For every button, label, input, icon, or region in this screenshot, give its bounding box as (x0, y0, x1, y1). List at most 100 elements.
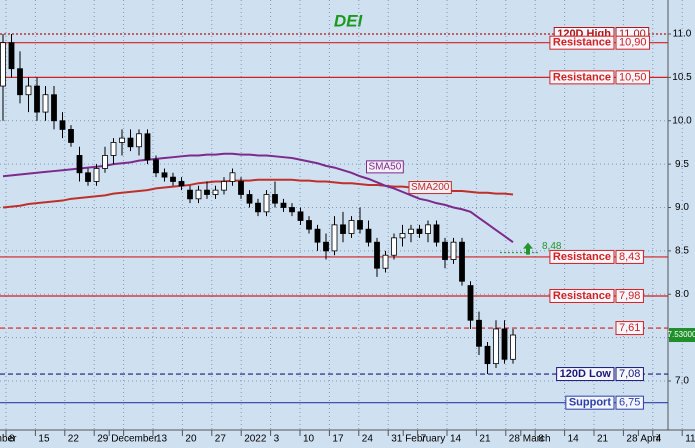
candle-body (255, 202, 261, 213)
candle-body (68, 129, 74, 143)
candle-body (391, 237, 397, 256)
candle-body (433, 224, 440, 243)
candle-body (229, 172, 236, 182)
sma-line (2, 152, 514, 244)
level-name-box (549, 70, 615, 85)
series-label: SMA50 (369, 162, 402, 173)
level-value-box (615, 395, 644, 410)
level-value: 10,50 (619, 71, 647, 83)
level-value-box (615, 367, 644, 382)
candle-body (8, 42, 15, 70)
level-name: Resistance (553, 37, 611, 49)
candle-body (442, 241, 448, 260)
series-label-box (366, 160, 404, 174)
candle-body (416, 228, 423, 234)
candle-body (42, 94, 49, 113)
candle-body (102, 155, 108, 169)
x-tick-label: 22 (68, 434, 80, 445)
signal-label: 8,48 (542, 241, 562, 252)
candle-body (59, 120, 66, 130)
x-month-label: December (111, 434, 158, 445)
y-tick-label: 9.0 (675, 202, 689, 213)
candle-body (51, 94, 57, 122)
y-tick-label: 8.5 (675, 246, 689, 257)
candle-body (331, 224, 338, 252)
level-value: 6,75 (619, 397, 640, 409)
candle-body (459, 241, 465, 282)
y-tick-label: 8.0 (675, 289, 689, 300)
x-month-label: March (523, 434, 551, 445)
candle-body (493, 328, 499, 365)
level-name: Resistance (553, 290, 611, 302)
level-name-box (556, 367, 615, 382)
candle-body (467, 285, 474, 321)
candle-body (484, 345, 491, 365)
level-name: 120D Low (560, 368, 612, 380)
candle-body (110, 142, 117, 156)
candle-body (25, 85, 32, 96)
x-tick-label: 8 (538, 434, 544, 445)
y-tick-label: 7.0 (675, 376, 689, 387)
candle-body (365, 228, 372, 243)
level-value-box (615, 288, 644, 303)
candle-body (195, 189, 202, 200)
candle-body (272, 194, 278, 204)
candle-body (0, 42, 6, 87)
candle-body (399, 233, 406, 239)
x-tick-label: 21 (597, 434, 609, 445)
last-price-box (669, 328, 695, 343)
level-name: Support (569, 397, 611, 409)
candle-body (170, 176, 176, 182)
candle-body (263, 194, 270, 213)
x-tick-label: 10 (303, 434, 315, 445)
x-tick-label: 29 (97, 434, 109, 445)
x-tick-label: 11 (685, 434, 695, 445)
candle-body (161, 172, 168, 178)
x-tick-label: 4 (656, 434, 662, 445)
x-tick-label: 3 (274, 434, 280, 445)
level-value: 8,43 (619, 251, 640, 263)
x-month-label: April (640, 434, 660, 445)
candle-body (408, 228, 414, 234)
last-price-label: 7.53000 (668, 330, 695, 339)
candle-body (144, 133, 151, 161)
candle-body (246, 194, 253, 204)
x-tick-label: 27 (215, 434, 227, 445)
level-value: 7,61 (619, 322, 640, 334)
x-tick-label: 21 (479, 434, 491, 445)
candle-body (136, 133, 142, 148)
candle-body (306, 220, 312, 230)
candle-body (374, 241, 380, 269)
candle-body (127, 137, 134, 148)
candle-body (212, 189, 219, 195)
candle-body (34, 85, 40, 113)
candle-body (314, 228, 321, 243)
level-name-box (549, 249, 615, 264)
x-tick-label: 17 (332, 434, 344, 445)
candle-body (289, 207, 295, 213)
candle-body (323, 241, 329, 252)
level-name-box (549, 35, 615, 50)
signal-arrow (523, 242, 533, 255)
level-name: Resistance (553, 71, 611, 83)
candle-body (17, 68, 23, 96)
x-tick-label: 28 (509, 434, 521, 445)
candle-body (204, 189, 210, 195)
y-tick-label: 11.0 (673, 29, 692, 40)
x-tick-label: 8 (9, 434, 15, 445)
candle-body (501, 328, 508, 360)
candle-body (357, 220, 363, 230)
x-month-label: February (405, 434, 445, 445)
level-value: 7,08 (619, 368, 640, 380)
level-name-box (549, 288, 615, 303)
candle-body (76, 155, 83, 174)
candle-body (178, 181, 185, 187)
chart-title: DEI (334, 11, 364, 30)
level-value: 7,98 (619, 290, 640, 302)
candle-body (450, 241, 457, 260)
candle-body (340, 224, 346, 234)
x-month-label: mber (0, 434, 17, 445)
candle-body (119, 137, 125, 143)
level-value: 10,90 (619, 37, 647, 49)
